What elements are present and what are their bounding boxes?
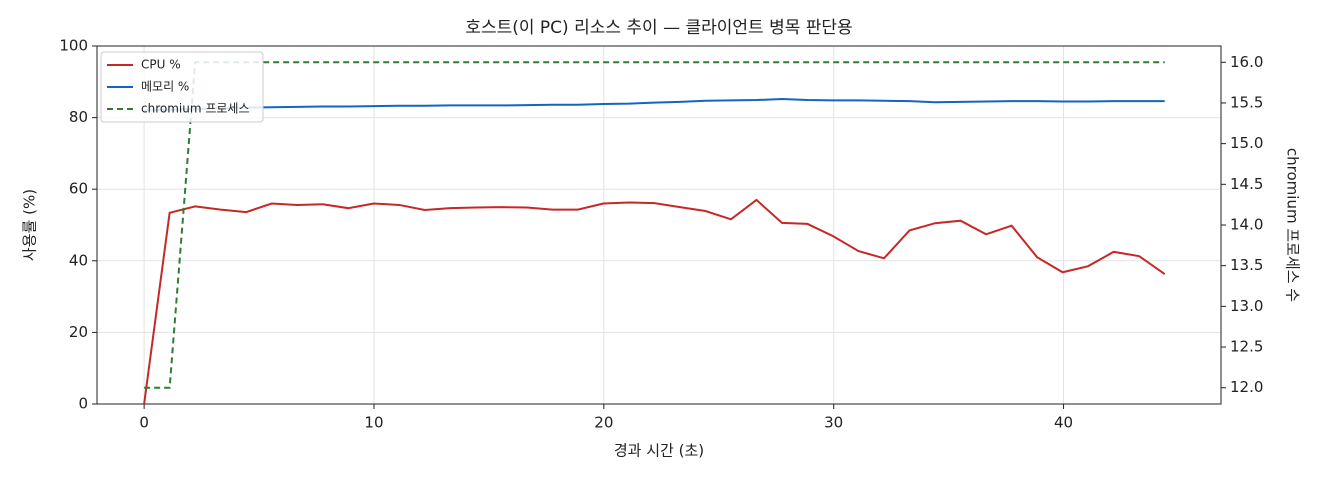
y2-tick-label: 13.0 (1230, 297, 1263, 315)
series-line (143, 198, 1166, 405)
y2-axis-label: chromium 프로세스 수 (1284, 148, 1302, 302)
x-tick-label: 20 (594, 414, 613, 432)
y2-tick-label: 14.0 (1230, 216, 1263, 234)
y-tick-label: 100 (59, 37, 88, 55)
y2-tick-label: 12.0 (1230, 378, 1263, 396)
y2-tick-label: 16.0 (1230, 53, 1263, 71)
y-tick-label: 60 (69, 180, 88, 198)
x-tick-label: 40 (1054, 414, 1073, 432)
plot-frame (96, 45, 1222, 405)
x-tick-label: 10 (364, 414, 383, 432)
x-tick-label: 30 (824, 414, 843, 432)
legend-label: CPU % (141, 58, 181, 72)
series-line (144, 97, 1165, 112)
y2-tick-label: 14.5 (1230, 175, 1263, 193)
y-tick-label: 20 (69, 323, 88, 341)
y2-tick-label: 12.5 (1230, 338, 1263, 356)
legend-box (100, 51, 264, 123)
y-tick-label: 80 (69, 108, 88, 126)
y-axis-label: 사용률 (%) (21, 189, 39, 261)
y2-tick-label: 15.0 (1230, 134, 1263, 152)
series-line (144, 61, 1165, 389)
x-axis-label: 경과 시간 (초) (614, 442, 704, 460)
y2-tick-label: 15.5 (1230, 93, 1263, 111)
legend-label: chromium 프로세스 (141, 102, 250, 116)
y2-tick-label: 13.5 (1230, 256, 1263, 274)
y-tick-label: 0 (78, 395, 88, 413)
legend-label: 메모리 % (141, 80, 189, 94)
chart-title: 호스트(이 PC) 리소스 추이 — 클라이언트 병목 판단용 (465, 18, 852, 38)
y-tick-label: 40 (69, 251, 88, 269)
x-tick-label: 0 (139, 414, 149, 432)
